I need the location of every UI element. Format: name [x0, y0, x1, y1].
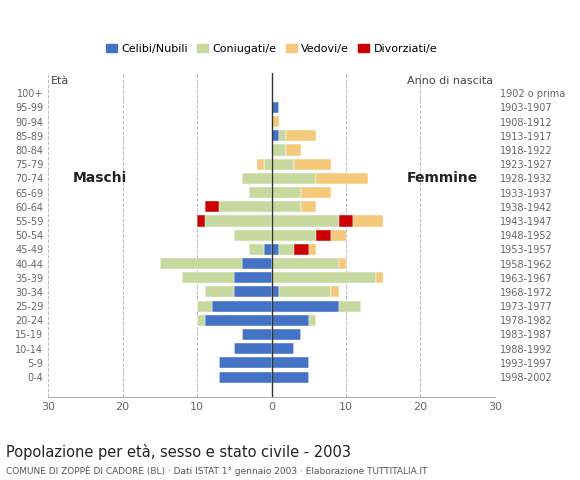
Text: Popolazione per età, sesso e stato civile - 2003: Popolazione per età, sesso e stato civil…: [6, 444, 351, 460]
Bar: [271, 343, 294, 354]
Bar: [279, 287, 331, 298]
Bar: [376, 272, 383, 283]
Bar: [353, 216, 383, 227]
Bar: [279, 244, 294, 255]
Bar: [219, 357, 271, 369]
Bar: [197, 315, 205, 326]
Bar: [271, 372, 309, 383]
Bar: [339, 216, 353, 227]
Bar: [271, 244, 279, 255]
Bar: [271, 272, 376, 283]
Bar: [205, 201, 219, 212]
Bar: [271, 130, 279, 142]
Bar: [316, 173, 368, 184]
Bar: [271, 187, 302, 198]
Bar: [302, 201, 316, 212]
Bar: [279, 130, 287, 142]
Bar: [271, 229, 316, 240]
Bar: [205, 315, 271, 326]
Bar: [219, 372, 271, 383]
Bar: [339, 300, 361, 312]
Text: Età: Età: [50, 76, 68, 86]
Bar: [271, 258, 339, 269]
Bar: [234, 272, 271, 283]
Bar: [182, 272, 234, 283]
Bar: [219, 201, 271, 212]
Bar: [271, 329, 302, 340]
Text: COMUNE DI ZOPPÈ DI CADORE (BL) · Dati ISTAT 1° gennaio 2003 · Elaborazione TUTTI: COMUNE DI ZOPPÈ DI CADORE (BL) · Dati IS…: [6, 466, 427, 476]
Bar: [271, 159, 294, 170]
Bar: [160, 258, 242, 269]
Bar: [234, 343, 271, 354]
Bar: [287, 144, 302, 156]
Bar: [264, 244, 271, 255]
Bar: [271, 287, 279, 298]
Bar: [302, 187, 331, 198]
Bar: [249, 187, 271, 198]
Bar: [309, 315, 316, 326]
Bar: [271, 300, 339, 312]
Bar: [197, 216, 205, 227]
Text: Anno di nascita: Anno di nascita: [407, 76, 492, 86]
Text: Femmine: Femmine: [407, 171, 478, 185]
Bar: [197, 300, 212, 312]
Legend: Celibi/Nubili, Coniugati/e, Vedovi/e, Divorziati/e: Celibi/Nubili, Coniugati/e, Vedovi/e, Di…: [102, 40, 441, 59]
Bar: [331, 287, 339, 298]
Bar: [242, 173, 271, 184]
Bar: [271, 201, 302, 212]
Bar: [294, 244, 309, 255]
Bar: [294, 159, 331, 170]
Bar: [271, 144, 287, 156]
Bar: [271, 216, 339, 227]
Bar: [271, 357, 309, 369]
Bar: [242, 329, 271, 340]
Bar: [271, 315, 309, 326]
Bar: [212, 300, 271, 312]
Bar: [331, 229, 346, 240]
Bar: [287, 130, 316, 142]
Bar: [234, 287, 271, 298]
Bar: [264, 159, 271, 170]
Bar: [271, 173, 316, 184]
Bar: [316, 229, 331, 240]
Bar: [339, 258, 346, 269]
Text: Maschi: Maschi: [73, 171, 128, 185]
Bar: [309, 244, 316, 255]
Bar: [257, 159, 264, 170]
Bar: [205, 216, 271, 227]
Bar: [234, 229, 271, 240]
Bar: [249, 244, 264, 255]
Bar: [271, 116, 279, 127]
Bar: [242, 258, 271, 269]
Bar: [271, 102, 279, 113]
Bar: [205, 287, 234, 298]
